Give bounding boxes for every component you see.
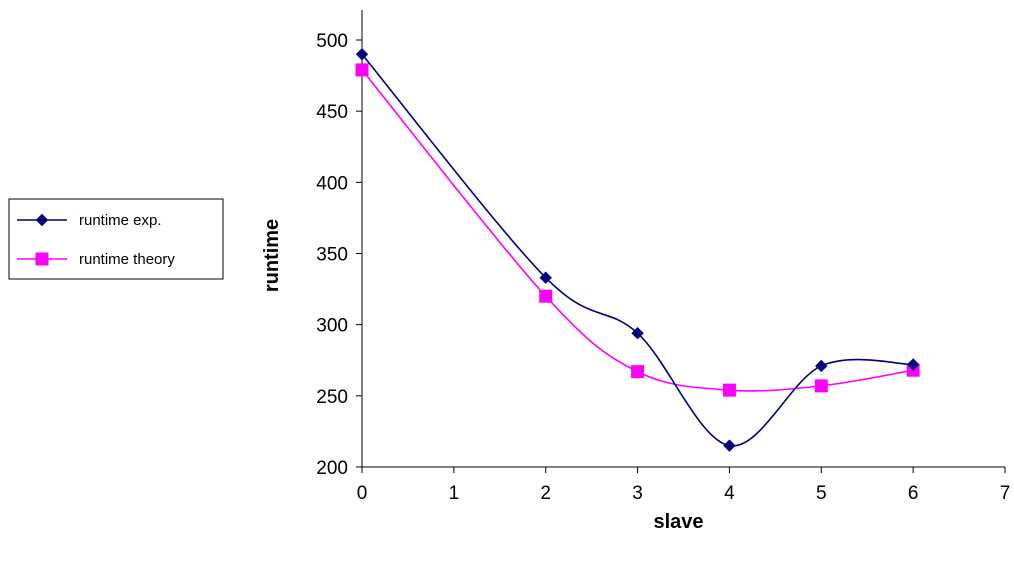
x-tick-label: 0 (357, 483, 368, 504)
legend-label-runtime-theory: runtime theory (79, 251, 175, 268)
x-tick-label: 2 (540, 483, 551, 504)
series-runtime-exp (355, 48, 920, 452)
series-layer (355, 48, 920, 452)
data-point-runtime-theory (631, 365, 645, 379)
data-point-runtime-exp (815, 359, 828, 373)
x-axis-title: slave (653, 511, 703, 533)
data-point-runtime-theory (722, 383, 736, 397)
series-line-runtime-exp (361, 53, 914, 447)
x-tick-label: 1 (449, 483, 460, 504)
y-tick-label: 250 (316, 387, 348, 408)
x-axis: 0 1 2 3 4 5 6 7 (357, 466, 1011, 504)
legend-box (8, 198, 224, 280)
x-tick-label: 7 (1000, 483, 1011, 504)
data-point-runtime-exp (539, 271, 552, 284)
y-axis: 200 250 300 350 400 450 500 (316, 10, 363, 479)
x-tick-label: 4 (724, 483, 735, 504)
data-point-runtime-exp (906, 358, 920, 371)
y-tick-label: 350 (316, 245, 348, 266)
y-axis-title: runtime (261, 219, 283, 292)
series-line-runtime-theory (361, 69, 914, 392)
series-runtime-theory (355, 63, 920, 397)
y-tick-label: 400 (316, 173, 348, 194)
y-tick-label: 200 (316, 458, 348, 479)
y-tick-label: 450 (316, 102, 348, 123)
data-point-runtime-exp (631, 326, 644, 340)
y-tick-label: 300 (316, 316, 348, 337)
data-point-runtime-theory (355, 63, 369, 77)
legend-marker-runtime-theory (35, 252, 49, 266)
x-tick-label: 6 (908, 483, 919, 504)
data-point-runtime-exp (723, 439, 736, 452)
x-tick-label: 5 (816, 483, 827, 504)
legend: runtime exp. runtime theory (8, 198, 224, 280)
data-point-runtime-theory (539, 289, 553, 303)
x-tick-label: 3 (632, 483, 643, 504)
legend-marker-runtime-exp (35, 213, 49, 227)
legend-label-runtime-exp: runtime exp. (79, 212, 162, 229)
y-tick-label: 500 (316, 31, 348, 52)
data-point-runtime-exp (355, 48, 369, 61)
data-point-runtime-theory (814, 379, 828, 393)
